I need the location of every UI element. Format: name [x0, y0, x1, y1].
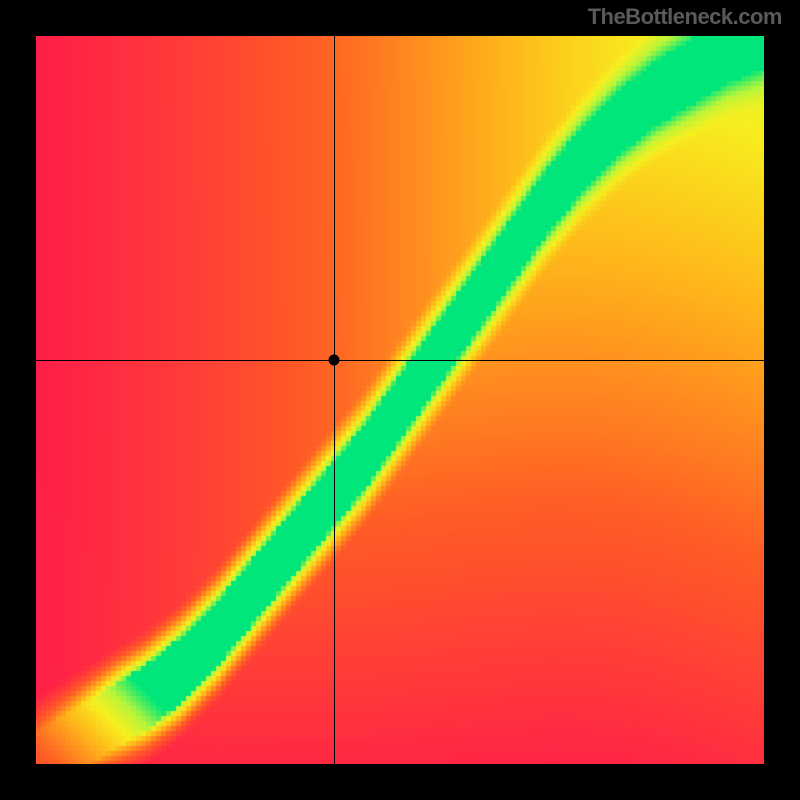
crosshair-horizontal — [36, 360, 764, 361]
heatmap-canvas — [36, 36, 764, 764]
heatmap-plot-area — [36, 36, 764, 764]
crosshair-vertical — [334, 36, 335, 764]
marker-dot — [329, 354, 340, 365]
watermark-text: TheBottleneck.com — [588, 4, 782, 30]
